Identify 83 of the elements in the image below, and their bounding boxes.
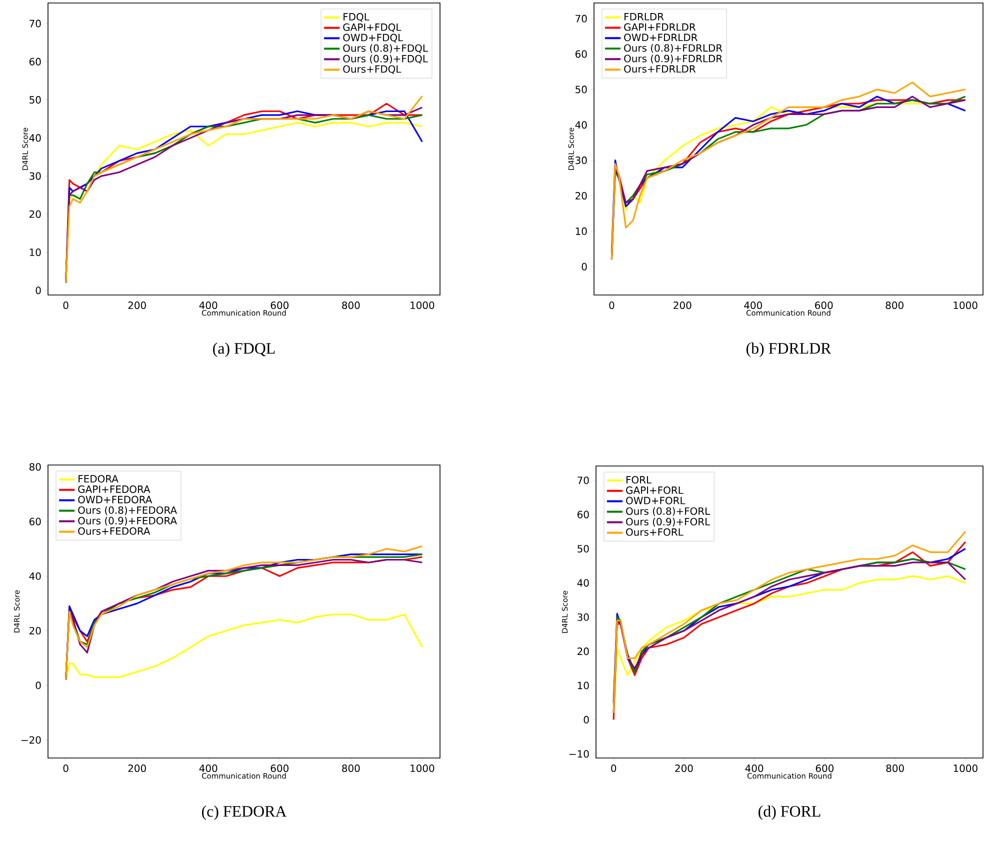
legend-label: FEDORA xyxy=(78,475,118,483)
x-tick-label: 1000 xyxy=(954,764,978,772)
legend-label: Ours (0.9)+FDRLDR xyxy=(624,54,722,64)
legend-label: GAPI+FORL xyxy=(626,486,684,494)
legend-label: FORL xyxy=(626,476,652,484)
legend-label: GAPI+FDQL xyxy=(343,23,402,32)
y-tick-label: 50 xyxy=(576,86,587,94)
y-tick-label: −10 xyxy=(570,750,589,758)
legend-label: Ours (0.9)+FEDORA xyxy=(78,516,177,526)
y-tick-label: 40 xyxy=(29,572,41,580)
legend-label: GAPI+FDRLDR xyxy=(624,23,696,31)
x-tick-label: 200 xyxy=(675,764,693,772)
y-tick-label: 20 xyxy=(30,210,41,218)
legend-label: Ours (0.8)+FORL xyxy=(626,507,710,516)
y-tick-label: 0 xyxy=(36,286,41,294)
legend-label: Ours (0.9)+FDQL xyxy=(343,54,428,64)
x-tick-label: 200 xyxy=(128,764,146,772)
y-tick-label: 30 xyxy=(578,613,589,621)
y-tick-label: 20 xyxy=(576,192,587,200)
y-tick-label: −20 xyxy=(22,736,41,744)
y-tick-label: 70 xyxy=(578,476,589,484)
y-tick-label: 60 xyxy=(578,510,589,518)
legend-label: GAPI+FEDORA xyxy=(78,485,150,493)
legend-label: Ours+FDRLDR xyxy=(624,65,696,73)
x-tick-label: 600 xyxy=(270,302,288,310)
x-tick-label: 1000 xyxy=(410,302,434,310)
y-tick-label: 10 xyxy=(576,227,587,235)
y-tick-label: 60 xyxy=(30,518,41,526)
x-tick-label: 0 xyxy=(63,302,68,310)
text: (d) FORL xyxy=(758,806,820,820)
x-tick-label: 800 xyxy=(342,302,360,310)
y-tick-label: 40 xyxy=(29,134,41,142)
y-tick-label: 20 xyxy=(30,626,41,635)
legend-label: OWD+FDQL xyxy=(343,34,404,42)
legend-label: Ours (0.8)+FEDORA xyxy=(78,506,177,516)
legend-label: Ours (0.9)+FORL xyxy=(626,518,710,527)
y-tick-label: 40 xyxy=(575,121,587,129)
x-tick-label: 1000 xyxy=(954,302,978,310)
x-tick-label: 1000 xyxy=(410,764,434,772)
x-tick-label: 200 xyxy=(128,302,146,310)
x-tick-label: 0 xyxy=(611,764,616,772)
x-tick-label: 0 xyxy=(63,764,68,772)
x-tick-label: 400 xyxy=(199,302,218,310)
x-tick-label: 400 xyxy=(199,764,218,772)
y-tick-label: 70 xyxy=(30,20,41,28)
y-tick-label: 0 xyxy=(582,262,587,270)
legend-label: Ours (0.8)+FDRLDR xyxy=(624,44,722,53)
y-tick-label: 50 xyxy=(30,96,41,104)
legend-label: FDRLDR xyxy=(624,13,664,20)
y-tick-label: 20 xyxy=(578,648,589,656)
y-tick-label: 30 xyxy=(576,156,587,164)
y-tick-label: 30 xyxy=(30,172,41,180)
x-tick-label: 600 xyxy=(815,302,833,310)
y-tick-label: 80 xyxy=(29,463,41,471)
y-tick-label: 50 xyxy=(578,544,589,553)
legend-label: Ours+FEDORA xyxy=(78,527,150,535)
y-tick-label: 60 xyxy=(30,58,41,66)
text: (b) FDRLDR xyxy=(746,342,832,357)
legend-label: OWD+FEDORA xyxy=(78,496,152,504)
y-tick-label: 70 xyxy=(576,14,587,22)
x-tick-label: 600 xyxy=(270,764,288,772)
legend-label: OWD+FORL xyxy=(626,496,686,504)
y-tick-label: 0 xyxy=(584,716,589,724)
x-tick-label: 0 xyxy=(609,302,614,310)
legend-label: Ours+FDQL xyxy=(343,65,402,74)
text: (a) FDQL xyxy=(213,342,275,357)
y-tick-label: 60 xyxy=(576,50,587,58)
y-tick-label: 0 xyxy=(36,682,41,690)
x-tick-label: 800 xyxy=(342,764,360,772)
legend-label: FDQL xyxy=(344,13,370,22)
x-tick-label: 600 xyxy=(816,764,834,772)
legend-label: Ours+FORL xyxy=(626,528,684,536)
x-tick-label: 800 xyxy=(886,764,904,772)
y-tick-label: 10 xyxy=(578,682,589,690)
legend-label: Ours (0.8)+FDQL xyxy=(343,44,428,54)
y-tick-label: 40 xyxy=(577,579,589,587)
x-tick-label: 200 xyxy=(674,302,692,310)
x-tick-label: 800 xyxy=(886,302,904,310)
legend-label: OWD+FDRLDR xyxy=(624,34,698,42)
text: (c) FEDORA xyxy=(202,806,287,820)
x-tick-label: 400 xyxy=(744,302,762,310)
y-tick-label: 10 xyxy=(30,248,41,256)
x-tick-label: 400 xyxy=(745,764,764,772)
